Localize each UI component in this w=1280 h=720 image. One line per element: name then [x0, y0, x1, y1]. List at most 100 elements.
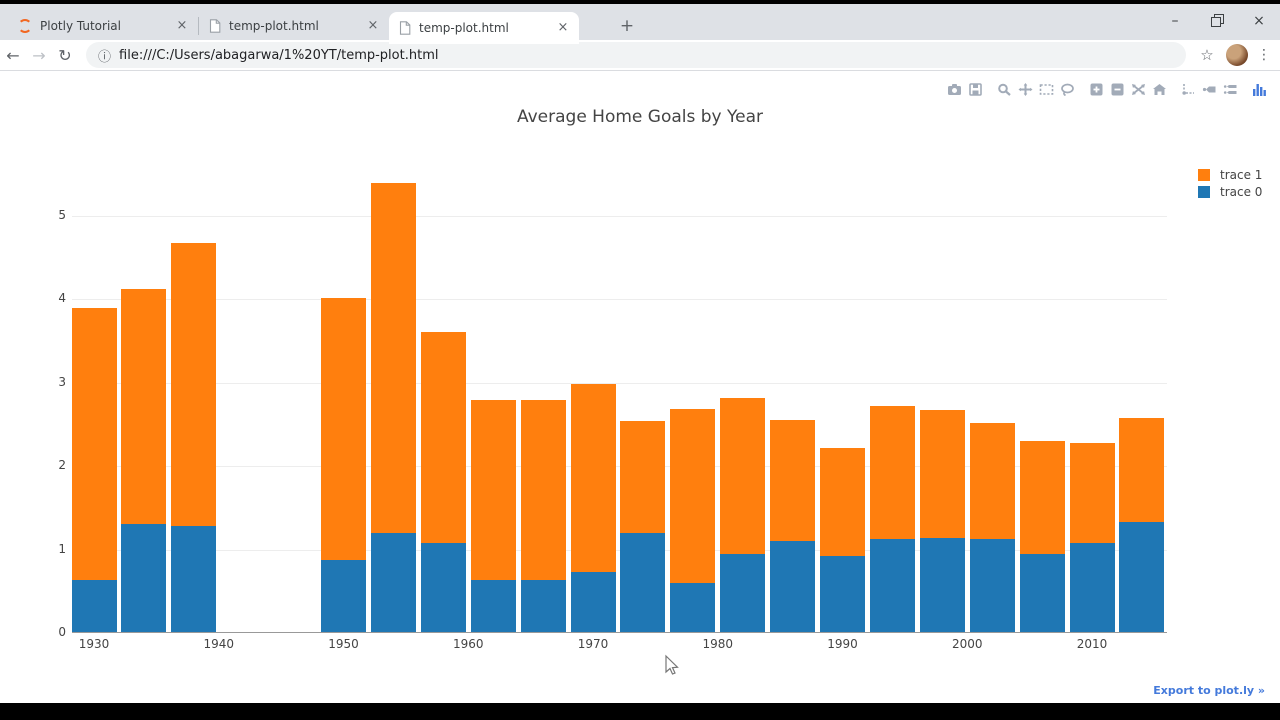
- letterbox-bottom: [0, 703, 1280, 720]
- plotly-modebar: [944, 81, 1270, 97]
- bar-1990-trace-0[interactable]: [820, 556, 865, 632]
- browser-tab-bar: Plotly Tutorial × temp-plot.html × temp-plot…: [0, 4, 1280, 44]
- bar-1986-trace-0[interactable]: [770, 541, 816, 632]
- zoom-in-icon[interactable]: [1086, 81, 1107, 97]
- bar-1958-trace-0[interactable]: [420, 542, 466, 632]
- bar-1990-trace-1[interactable]: [820, 447, 865, 557]
- bar-2014-trace-1[interactable]: [1119, 417, 1165, 522]
- tab-title: temp-plot.html: [229, 19, 319, 33]
- forward-button[interactable]: →: [32, 45, 46, 65]
- hover-closest-icon[interactable]: [1199, 81, 1220, 97]
- bar-1950-trace-1[interactable]: [321, 298, 366, 561]
- bar-1994-trace-0[interactable]: [869, 539, 915, 632]
- toolbar-right: ☆ ⋮: [1194, 44, 1274, 66]
- bar-1950-trace-0[interactable]: [321, 560, 366, 632]
- bar-2002-trace-0[interactable]: [969, 539, 1015, 632]
- autoscale-icon[interactable]: [1128, 81, 1149, 97]
- tab-close-icon[interactable]: ×: [176, 18, 188, 33]
- x-tick-label-1970: 1970: [577, 637, 609, 651]
- address-bar[interactable]: ⓘ file:///C:/Users/abagarwa/1%20YT/temp-…: [86, 42, 1186, 68]
- y-tick-label-3: 3: [58, 374, 66, 389]
- restore-button[interactable]: [1196, 4, 1238, 38]
- bar-1970-trace-1[interactable]: [570, 384, 616, 572]
- bar-1982-trace-1[interactable]: [720, 397, 766, 554]
- bar-1974-trace-1[interactable]: [620, 421, 666, 533]
- back-button[interactable]: ←: [6, 45, 20, 65]
- browser-tab-2[interactable]: temp-plot.html ×: [389, 12, 579, 44]
- modebar-group: [1249, 81, 1270, 97]
- camera-icon[interactable]: [944, 81, 965, 97]
- bar-1930-trace-1[interactable]: [71, 307, 117, 581]
- plot-area[interactable]: 0 1 2 3 4 5 1930 1940 1950 1960 1970 1980 1990 2000 20…: [58, 183, 1167, 651]
- legend-label: trace 1: [1220, 167, 1263, 182]
- zoom-icon[interactable]: [994, 81, 1015, 97]
- y-tick-label-5: 5: [58, 208, 66, 222]
- bar-1930-trace-0[interactable]: [71, 580, 117, 632]
- x-tick-label-2010: 2010: [1076, 637, 1108, 651]
- browser-tab-1[interactable]: temp-plot.html ×: [199, 12, 389, 40]
- gridline-y2: [72, 466, 1167, 468]
- bar-1966-trace-1[interactable]: [520, 400, 566, 581]
- bar-1974-trace-0[interactable]: [620, 532, 666, 632]
- x-tick-label-2000: 2000: [951, 637, 983, 651]
- bar-1962-trace-1[interactable]: [470, 400, 516, 581]
- browser-menu-icon[interactable]: ⋮: [1257, 47, 1271, 63]
- document-icon: [209, 19, 221, 33]
- save-icon[interactable]: [965, 81, 986, 97]
- x-tick-label-1990: 1990: [827, 637, 858, 651]
- bookmark-star-icon[interactable]: ☆: [1200, 46, 1214, 64]
- lasso-icon[interactable]: [1057, 81, 1078, 97]
- bar-1966-trace-0[interactable]: [520, 580, 566, 632]
- reset-home-icon[interactable]: [1149, 81, 1170, 97]
- restore-icon: [1211, 14, 1224, 27]
- refresh-button[interactable]: ↻: [58, 45, 72, 65]
- hover-compare-icon[interactable]: [1220, 81, 1241, 97]
- tab-title: Plotly Tutorial: [40, 19, 121, 33]
- chart-title: Average Home Goals by Year: [516, 107, 764, 127]
- box-select-icon[interactable]: [1036, 81, 1057, 97]
- bar-1970-trace-0[interactable]: [570, 571, 616, 632]
- bar-1938-trace-1[interactable]: [171, 243, 217, 527]
- modebar-group: [994, 81, 1078, 97]
- export-to-plotly-link[interactable]: Export to plot.ly »: [1153, 684, 1265, 697]
- browser-toolbar: ← → ↻ ⓘ file:///C:/Users/abagarwa/1%20YT…: [0, 40, 1280, 71]
- legend-item-trace-1[interactable]: trace 1: [1198, 166, 1262, 183]
- bar-1954-trace-1[interactable]: [370, 183, 416, 533]
- zoom-out-icon[interactable]: [1107, 81, 1128, 97]
- pan-icon[interactable]: [1015, 81, 1036, 97]
- tab-close-icon[interactable]: ×: [557, 20, 569, 35]
- profile-avatar[interactable]: [1226, 44, 1248, 66]
- new-tab-button[interactable]: +: [619, 16, 635, 36]
- x-tick-label-1940: 1940: [203, 637, 235, 651]
- page-info-icon[interactable]: ⓘ: [98, 49, 112, 65]
- bar-1998-trace-0[interactable]: [919, 537, 965, 632]
- bar-1954-trace-0[interactable]: [370, 532, 416, 632]
- close-window-button[interactable]: ×: [1253, 13, 1265, 29]
- bar-2010-trace-1[interactable]: [1069, 442, 1115, 543]
- bar-1938-trace-0[interactable]: [171, 526, 217, 632]
- bar-1934-trace-0[interactable]: [121, 523, 167, 632]
- x-tick-label-1950: 1950: [328, 637, 359, 651]
- bar-1958-trace-1[interactable]: [420, 331, 466, 543]
- bar-1994-trace-1[interactable]: [869, 406, 915, 540]
- bar-1934-trace-1[interactable]: [121, 289, 167, 524]
- bar-1978-trace-0[interactable]: [670, 582, 716, 632]
- bar-1978-trace-1[interactable]: [670, 409, 716, 583]
- bar-1986-trace-1[interactable]: [770, 420, 816, 542]
- gridline-y5: [72, 216, 1167, 217]
- plotly-logo-icon[interactable]: [1249, 81, 1270, 97]
- bar-2006-trace-0[interactable]: [1019, 554, 1065, 632]
- bar-2014-trace-0[interactable]: [1119, 521, 1165, 632]
- minimize-button[interactable]: –: [1171, 13, 1179, 29]
- bar-1998-trace-1[interactable]: [919, 410, 965, 538]
- y-tick-label-1: 1: [58, 541, 66, 556]
- bar-1982-trace-0[interactable]: [720, 553, 766, 632]
- bar-1962-trace-0[interactable]: [470, 580, 516, 632]
- legend-item-trace-0[interactable]: trace 0: [1198, 183, 1262, 200]
- bar-2010-trace-0[interactable]: [1069, 542, 1115, 632]
- bar-2002-trace-1[interactable]: [969, 422, 1015, 540]
- toggle-spikelines-icon[interactable]: [1178, 81, 1199, 97]
- bar-2006-trace-1[interactable]: [1019, 441, 1065, 555]
- tab-close-icon[interactable]: ×: [367, 18, 379, 33]
- browser-tab-0[interactable]: Plotly Tutorial ×: [8, 12, 198, 40]
